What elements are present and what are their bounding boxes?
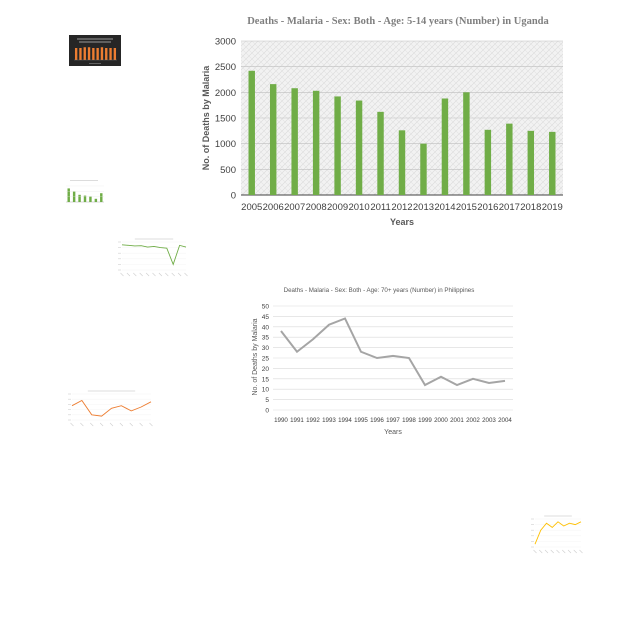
- bar: [463, 92, 470, 195]
- bar: [527, 130, 535, 195]
- bar: [291, 88, 298, 195]
- thumb-bar: [96, 48, 99, 60]
- bar: [441, 98, 449, 195]
- line-ytick-label: 15: [262, 376, 270, 383]
- line-xtick-label: 2003: [482, 417, 496, 424]
- thumb-bar: [87, 47, 91, 60]
- line-ytick-label: 0: [265, 408, 269, 415]
- line-xtick-label: 1992: [306, 417, 320, 424]
- bar-xtick-label: 2019: [542, 202, 563, 213]
- thumbnail-orange-line-chart: [60, 386, 155, 432]
- thumbnail-green-line-chart: [112, 236, 190, 282]
- line-chart-ylabel: No. of Deaths by Malaria: [252, 318, 259, 395]
- line-xtick-label: 1999: [418, 417, 432, 424]
- line-ytick-label: 35: [262, 335, 270, 342]
- line-xtick-label: 1997: [386, 417, 400, 424]
- thumb-bar: [67, 188, 70, 202]
- bar-ytick-label: 2000: [215, 88, 236, 99]
- bar-xtick-label: 2016: [477, 202, 498, 213]
- line-ytick-label: 50: [262, 304, 270, 311]
- thumb-bar: [100, 47, 104, 60]
- bar: [269, 84, 277, 195]
- thumb-bar: [113, 48, 117, 60]
- bar-xtick-label: 2012: [391, 202, 412, 213]
- uganda-bar-chart: Deaths - Malaria - Sex: Both - Age: 5-14…: [201, 16, 563, 227]
- bar-xtick-label: 2015: [456, 202, 477, 213]
- bar: [248, 70, 255, 195]
- thumb-bar: [79, 48, 82, 60]
- bar-ytick-label: 3000: [215, 37, 236, 48]
- bar: [484, 129, 492, 195]
- bar-ytick-label: 2500: [215, 62, 236, 73]
- bar-xtick-label: 2017: [499, 202, 520, 213]
- bar-xtick-label: 2007: [284, 202, 305, 213]
- thumb-line: [121, 244, 187, 266]
- bar: [377, 111, 384, 195]
- bar-xtick-label: 2014: [434, 202, 455, 213]
- bar-ytick-label: 0: [231, 191, 236, 202]
- line-xtick-label: 2001: [450, 417, 464, 424]
- line-ytick-label: 5: [265, 397, 269, 404]
- bar-chart-xlabel: Years: [390, 217, 414, 227]
- thumb-bar: [74, 48, 78, 60]
- line-ytick-label: 20: [262, 366, 270, 373]
- line-xtick-label: 1995: [354, 417, 368, 424]
- bar-xtick-label: 2011: [370, 202, 390, 213]
- philippines-line-chart-panel: Deaths - Malaria - Sex: Both - Age: 70+ …: [245, 282, 525, 442]
- bar: [549, 131, 556, 195]
- bar-xtick-label: 2006: [263, 202, 284, 213]
- line-xtick-label: 1993: [322, 417, 336, 424]
- thumb-bar: [83, 195, 87, 202]
- line-series: [280, 317, 506, 387]
- bar-ytick-label: 1000: [215, 139, 236, 150]
- line-xtick-label: 2000: [434, 417, 448, 424]
- thumb-bar: [89, 196, 92, 202]
- thumb-line: [71, 399, 152, 417]
- thumb-bar: [78, 194, 81, 202]
- bar: [420, 143, 427, 195]
- line-xtick-label: 2004: [498, 417, 512, 424]
- bar: [506, 123, 513, 195]
- line-ytick-label: 45: [262, 314, 270, 321]
- line-chart-xlabel: Years: [384, 429, 402, 436]
- bar-xtick-label: 2005: [241, 202, 262, 213]
- bar-xtick-label: 2008: [306, 202, 327, 213]
- thumb-bar: [109, 48, 112, 60]
- bar-xtick-label: 2018: [520, 202, 541, 213]
- line-ytick-label: 40: [262, 324, 270, 331]
- line-xtick-label: 1996: [370, 417, 384, 424]
- line-ytick-label: 25: [262, 356, 270, 363]
- bar-xtick-label: 2010: [348, 202, 369, 213]
- bar-xtick-label: 2013: [413, 202, 434, 213]
- bar: [355, 100, 363, 195]
- line-xtick-label: 1998: [402, 417, 416, 424]
- bar-ytick-label: 1500: [215, 114, 236, 125]
- thumbnail-green-bar-chart: [58, 178, 108, 206]
- line-ytick-label: 10: [262, 387, 270, 394]
- thumb-line: [534, 521, 582, 545]
- line-chart-title: Deaths - Malaria - Sex: Both - Age: 70+ …: [284, 287, 475, 294]
- thumb-bar: [94, 198, 98, 202]
- bar-chart-title: Deaths - Malaria - Sex: Both - Age: 5-14…: [247, 16, 549, 27]
- thumb-bar: [92, 48, 95, 60]
- thumbnail-gold-line-chart: [525, 512, 585, 557]
- bar-ytick-label: 500: [220, 165, 236, 176]
- philippines-line-chart: Deaths - Malaria - Sex: Both - Age: 70+ …: [252, 287, 513, 436]
- bar: [398, 130, 406, 195]
- line-ytick-label: 30: [262, 345, 270, 352]
- bar: [334, 96, 341, 195]
- bar: [312, 90, 320, 195]
- line-xtick-label: 1990: [274, 417, 288, 424]
- thumb-bar: [100, 193, 103, 202]
- line-xtick-label: 2002: [466, 417, 480, 424]
- line-xtick-label: 1994: [338, 417, 352, 424]
- uganda-bar-chart-panel: Deaths - Malaria - Sex: Both - Age: 5-14…: [195, 8, 575, 243]
- thumb-bar: [83, 47, 86, 60]
- bar-chart-ylabel: No. of Deaths by Malaria: [201, 65, 211, 171]
- thumb-bar: [105, 48, 108, 60]
- bar-xtick-label: 2009: [327, 202, 348, 213]
- line-xtick-label: 1991: [290, 417, 304, 424]
- thumbnail-dark-bar-chart: [69, 35, 121, 66]
